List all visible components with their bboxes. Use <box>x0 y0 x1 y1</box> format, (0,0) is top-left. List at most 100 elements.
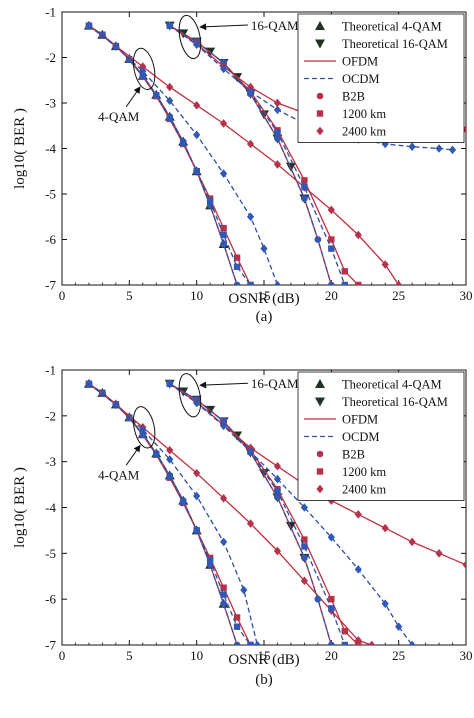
data-point <box>220 600 227 608</box>
legend-label-ofdm: OFDM <box>342 413 378 427</box>
x-tick-label: 20 <box>325 288 338 303</box>
data-point <box>301 554 308 562</box>
y-tick-label: -1 <box>45 363 56 378</box>
y-tick-label: -6 <box>45 592 56 607</box>
data-point <box>435 144 443 153</box>
y-tick-label: -2 <box>45 408 56 423</box>
y-tick-label: -6 <box>45 232 56 247</box>
data-point <box>435 549 443 558</box>
annotations: 16-QAM 4-QAM <box>98 14 299 124</box>
legend-swatch-km2400 <box>316 126 324 136</box>
legend-swatch-km1200 <box>316 110 324 117</box>
x-tick-label: 20 <box>325 648 338 663</box>
data-point <box>220 231 227 239</box>
data-point <box>220 421 228 431</box>
data-point <box>193 398 201 408</box>
x-axis-label: OSNR (dB) <box>228 652 299 668</box>
y-tick-label: -4 <box>45 500 56 515</box>
data-point <box>247 641 254 645</box>
legend-swatch-theoretical_4qam <box>315 379 325 388</box>
data-point <box>180 498 187 506</box>
legend-swatch-km1200 <box>316 468 324 475</box>
data-point <box>85 379 93 389</box>
data-point <box>220 537 228 547</box>
series-line <box>88 383 372 645</box>
data-point <box>220 591 227 598</box>
data-point <box>301 183 308 191</box>
data-point <box>139 66 147 76</box>
x-tick-label: 30 <box>460 288 473 303</box>
data-point <box>301 195 308 202</box>
annotations: 16-QAM 4-QAM <box>98 373 299 482</box>
data-point <box>274 129 281 136</box>
data-point <box>408 537 416 547</box>
x-tick-label: 15 <box>258 288 271 303</box>
data-point <box>300 503 308 512</box>
data-point <box>253 640 261 645</box>
data-point <box>139 72 146 80</box>
legend-label-km2400: 2400 km <box>342 483 386 497</box>
data-point <box>381 139 389 149</box>
series-line <box>88 25 238 285</box>
data-point <box>274 494 281 501</box>
legend-swatch-b2b <box>316 92 324 100</box>
data-point <box>341 281 348 285</box>
data-point <box>233 641 241 645</box>
data-point <box>193 468 201 478</box>
series-ocdm-16-qam-2400-km <box>166 379 416 645</box>
data-point <box>273 546 282 556</box>
legend-swatch-theoretical_4qam <box>315 21 325 30</box>
x-tick-label: 5 <box>126 288 133 303</box>
data-point <box>341 268 348 275</box>
y-tick-label: -7 <box>45 638 56 653</box>
x-tick-label: 5 <box>126 648 133 663</box>
legend-label-theoretical_16qam: Theoretical 16-QAM <box>342 37 448 51</box>
y-tick-label: -2 <box>45 50 56 65</box>
data-point <box>166 96 174 106</box>
data-point <box>166 82 174 92</box>
series-line <box>169 383 413 645</box>
x-axis-label: OSNR (dB) <box>228 291 299 307</box>
data-point <box>166 21 174 30</box>
data-point <box>274 488 281 495</box>
data-point <box>206 197 214 205</box>
data-point <box>193 100 201 110</box>
legend-swatch-km2400 <box>316 484 324 494</box>
x-tick-label: 0 <box>59 648 66 663</box>
data-point <box>273 98 282 108</box>
data-point <box>381 260 389 269</box>
qam16-ellipse <box>178 14 202 60</box>
chart-panel-a: 0 5 10 15 20 25 30 -1 -2 -3 -4 -5 -6 -7 OSNR (dB) log10… <box>12 5 473 326</box>
y-tick-label: -5 <box>45 546 56 561</box>
data-point <box>274 135 281 142</box>
data-point <box>300 576 308 586</box>
data-point <box>246 447 255 456</box>
data-point <box>273 461 282 471</box>
data-point <box>220 119 228 128</box>
series-ocdm-4-qam-1200-km <box>85 380 254 645</box>
data-point <box>220 494 228 503</box>
series-line <box>169 383 346 645</box>
panel-caption: (a) <box>256 309 273 325</box>
data-point <box>355 641 362 645</box>
x-tick-label: 25 <box>392 288 405 303</box>
legend-label-km1200: 1200 km <box>342 107 386 121</box>
data-point <box>448 145 457 155</box>
series-line <box>88 383 238 645</box>
series-line <box>88 383 258 645</box>
data-point <box>408 640 416 645</box>
series-theoretical-16-qam <box>164 21 310 204</box>
series-theoretical-4-qam <box>83 378 229 608</box>
data-point <box>233 281 241 285</box>
data-point <box>328 641 335 645</box>
data-point <box>166 455 174 464</box>
data-point <box>220 169 228 178</box>
series-ofdm-4-qam-2400-km <box>85 21 403 285</box>
data-point <box>328 281 335 285</box>
data-point <box>153 450 160 458</box>
data-point <box>355 281 362 285</box>
data-point <box>233 614 241 621</box>
data-point <box>327 205 335 215</box>
data-point <box>273 160 282 169</box>
